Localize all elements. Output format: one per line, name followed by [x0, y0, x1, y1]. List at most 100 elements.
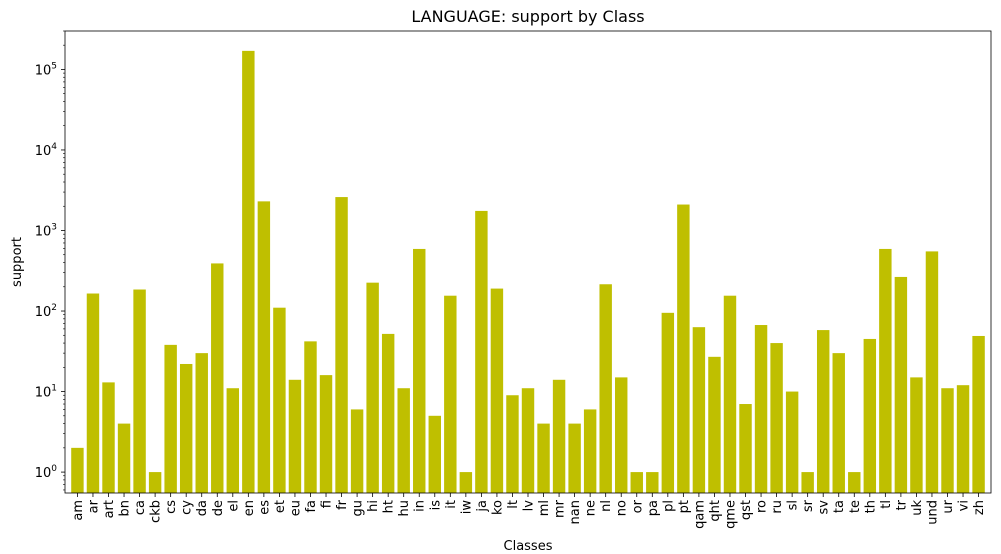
x-tick-label: or — [630, 499, 645, 513]
bar-und — [925, 251, 939, 493]
bar-ca — [133, 289, 146, 493]
bar-no — [615, 377, 628, 493]
bar-mr — [552, 379, 566, 493]
y-tick-label: 101 — [35, 384, 57, 401]
bar-iw — [459, 472, 473, 493]
bar-qht — [708, 356, 721, 493]
x-tick-label: ca — [133, 500, 148, 515]
x-tick-label: ro — [755, 500, 770, 513]
x-tick-label: qst — [739, 500, 754, 520]
y-tick-label: 102 — [35, 303, 57, 320]
x-tick-label: ne — [584, 500, 599, 516]
x-tick-label: und — [925, 500, 940, 525]
x-axis-label: Classes — [504, 539, 553, 554]
x-tick-label: it — [444, 500, 459, 509]
bar-ja — [475, 210, 488, 494]
bar-et — [273, 307, 286, 493]
plot-frame — [64, 30, 992, 494]
x-tick-label: iw — [459, 500, 474, 515]
bar-bn — [117, 423, 131, 493]
bar-or — [630, 472, 643, 493]
bar-el — [226, 388, 240, 493]
bar-ko — [490, 288, 504, 493]
bar-am — [71, 447, 84, 493]
x-tick-label: ur — [941, 499, 956, 513]
x-tick-label: vi — [957, 500, 972, 511]
x-tick-label: ru — [770, 500, 785, 514]
bar-fi — [319, 375, 333, 493]
bar-tl — [879, 248, 892, 493]
y-tick-label: 103 — [35, 222, 57, 239]
x-tick-label: ar — [86, 499, 101, 513]
y-tick-label: 104 — [35, 142, 58, 159]
x-tick-label: hu — [397, 500, 412, 516]
x-tick-label: ml — [537, 500, 552, 516]
x-tick-label: ko — [490, 500, 505, 515]
bar-zh — [972, 335, 985, 493]
bar-qam — [692, 327, 706, 493]
bar-uk — [910, 377, 923, 493]
bar-it — [444, 295, 457, 493]
bar-ro — [754, 325, 768, 493]
x-tick-label: qht — [708, 500, 723, 522]
x-tick-label: ta — [832, 500, 847, 513]
bar-pt — [677, 204, 690, 494]
bar-qme — [723, 295, 737, 493]
bar-ta — [832, 353, 845, 493]
x-tick-label: sv — [817, 500, 832, 515]
x-tick-label: zh — [972, 500, 987, 515]
bar-pl — [661, 312, 675, 493]
bar-is — [428, 415, 441, 493]
bar-sv — [816, 330, 830, 493]
x-tick-label: th — [863, 500, 878, 513]
bar-pa — [646, 472, 659, 493]
x-tick-label: fi — [320, 500, 335, 508]
x-tick-label: cs — [164, 500, 179, 514]
bar-qst — [739, 404, 752, 493]
bar-tr — [894, 276, 908, 493]
bar-lt — [506, 395, 519, 493]
bar-nl — [599, 284, 612, 493]
x-tick-label: pa — [646, 500, 661, 516]
bar-hu — [397, 388, 410, 493]
bar-cy — [179, 363, 193, 493]
x-tick-label: lv — [522, 500, 537, 512]
x-tick-label: nl — [599, 500, 614, 512]
x-tick-label: et — [273, 500, 288, 513]
bar-en — [242, 50, 255, 494]
x-tick-label: fa — [304, 500, 319, 513]
bar-ar — [86, 293, 100, 493]
plot-area: am ar art bn ca ckb cs cy da de el en es et eu fa fi fr gu… — [35, 30, 992, 529]
bar-ur — [941, 388, 954, 493]
x-tick-label: gu — [351, 500, 366, 517]
x-tick-label: sl — [786, 500, 801, 510]
bar-eu — [288, 379, 302, 493]
bar-ru — [770, 343, 783, 493]
x-tick-label: bn — [118, 500, 133, 517]
bar-ckb — [148, 472, 162, 493]
x-tick-label: uk — [910, 500, 925, 516]
bar-fr — [335, 197, 348, 493]
x-tick-label: en — [242, 500, 257, 516]
x-tick-label: eu — [288, 500, 303, 516]
bar-ht — [381, 333, 395, 493]
bar-vi — [956, 385, 970, 493]
bar-es — [257, 201, 271, 494]
x-tick-label: ht — [382, 500, 397, 513]
x-tick-label: mr — [553, 499, 568, 518]
x-tick-label: de — [211, 500, 226, 516]
y-axis-label: support — [10, 237, 25, 287]
x-tick-label: pl — [661, 500, 676, 512]
x-tick-label: te — [848, 500, 863, 513]
x-tick-label: hi — [366, 500, 381, 512]
bar-de — [211, 263, 224, 493]
bar-lv — [521, 388, 535, 493]
bar-sr — [801, 472, 814, 493]
y-tick-label: 105 — [35, 61, 57, 78]
bar-ml — [537, 423, 550, 493]
x-tick-label: art — [102, 500, 117, 518]
bar-hi — [366, 282, 379, 493]
bar-da — [195, 353, 208, 493]
x-tick-label: am — [71, 500, 86, 521]
